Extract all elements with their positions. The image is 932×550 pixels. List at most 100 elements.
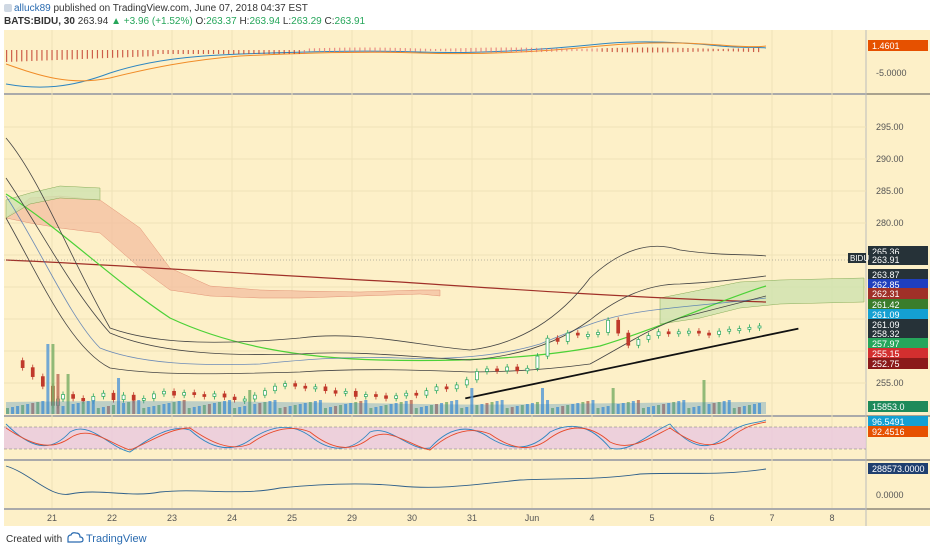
macd-bar — [96, 50, 99, 59]
candle — [232, 396, 237, 400]
candle — [434, 386, 439, 392]
time-tick-label: 7 — [769, 513, 774, 523]
macd-bar — [551, 48, 553, 52]
top-indicator — [5, 41, 767, 88]
volume-bar — [672, 402, 676, 414]
stoch-badge: 92.4516 — [868, 426, 928, 437]
macd-bar — [626, 47, 628, 53]
volume-bar — [384, 405, 388, 414]
macd-bar — [677, 47, 679, 53]
candle — [545, 337, 550, 357]
macd-bar — [606, 48, 608, 52]
macd-bar — [298, 50, 300, 54]
volume-bar — [76, 403, 80, 414]
macd-bar — [540, 47, 543, 53]
macd-bar — [525, 47, 528, 53]
candle — [606, 319, 610, 333]
macd-bar — [228, 50, 230, 54]
svg-text:258.32: 258.32 — [872, 329, 900, 339]
time-tick-label: 8 — [829, 513, 834, 523]
volume-bar — [278, 408, 282, 414]
candle — [101, 392, 106, 397]
macd-bar — [207, 50, 210, 54]
volume-bar — [202, 405, 206, 414]
candle — [717, 330, 721, 335]
svg-text:15853.0: 15853.0 — [872, 402, 905, 412]
macd-bar — [137, 50, 139, 57]
macd-bar — [339, 47, 341, 53]
macd-bar — [465, 48, 467, 52]
chart-canvas[interactable]: 21 22 23 24 25 29 30 31 Jun 4 5 6 7 8 295.00 290.00 285… — [0, 28, 932, 528]
candle — [414, 392, 419, 396]
price-badge: 263.87 — [868, 269, 928, 280]
volume-bar — [399, 402, 403, 414]
time-tick-label: Jun — [525, 513, 540, 523]
candle — [374, 394, 378, 397]
price-change: +3.96 (+1.52%) — [123, 16, 193, 27]
volume-bar — [717, 402, 721, 414]
author-link[interactable]: alluck89 — [14, 3, 51, 14]
open-value: 263.37 — [206, 16, 237, 27]
price-badge: 261.42 — [868, 299, 928, 310]
volume-bar — [414, 408, 418, 414]
tradingview-logo-icon[interactable] — [66, 532, 84, 544]
price-badge: 263.91 — [868, 254, 928, 265]
macd-bar — [424, 48, 427, 52]
macd-bar — [752, 47, 755, 53]
volume-bar — [303, 403, 307, 414]
macd-bar — [318, 48, 321, 52]
tradingview-link[interactable]: TradingView — [86, 533, 147, 545]
volume-bar — [369, 408, 373, 414]
volume-bar — [566, 405, 570, 414]
indicator-tick-label: -5.0000 — [876, 68, 907, 78]
volume-bar — [535, 402, 539, 414]
volume-bar — [429, 405, 433, 414]
macd-bar — [11, 50, 13, 62]
macd-bar — [177, 50, 179, 54]
candle — [283, 383, 287, 387]
macd-bar — [384, 47, 386, 53]
volume-bar — [127, 402, 131, 414]
candle — [303, 385, 308, 389]
candle — [313, 386, 318, 390]
volume-bar — [525, 404, 529, 414]
macd-bar — [379, 47, 381, 53]
macd-bar — [369, 47, 371, 53]
volume-bar — [111, 405, 115, 414]
macd-bar — [344, 47, 346, 53]
candle — [475, 371, 479, 381]
macd-bar — [329, 47, 331, 53]
volume-bar — [631, 401, 635, 414]
candle — [495, 368, 499, 372]
macd-bar — [747, 48, 750, 52]
macd-bar — [409, 48, 411, 52]
volume-bar — [329, 407, 333, 414]
macd-bar — [621, 47, 623, 53]
time-tick-label: 5 — [649, 513, 654, 523]
stoch-band — [4, 427, 866, 449]
candle — [646, 335, 651, 340]
macd-bar — [197, 50, 199, 54]
volume-bar — [238, 407, 242, 414]
volume-bar — [758, 403, 762, 414]
candle — [252, 394, 257, 400]
macd-bar — [571, 48, 573, 52]
volume-bar — [313, 401, 317, 414]
candle — [363, 394, 368, 397]
volume-bar — [318, 400, 322, 414]
candle — [757, 325, 762, 329]
macd-bar — [460, 48, 462, 52]
macd-bar — [147, 50, 149, 57]
macd-bar — [435, 48, 437, 52]
volume-bar — [157, 405, 161, 414]
volume-bar — [359, 401, 363, 414]
volume-bar — [96, 408, 100, 414]
time-tick-label: 6 — [709, 513, 714, 523]
macd-bar — [187, 50, 189, 54]
macd-bar — [142, 50, 144, 57]
volume-bar — [520, 405, 524, 414]
time-axis — [4, 510, 866, 526]
macd-bar — [652, 47, 654, 53]
volume-bar — [646, 407, 650, 414]
time-tick-label: 31 — [467, 513, 477, 523]
